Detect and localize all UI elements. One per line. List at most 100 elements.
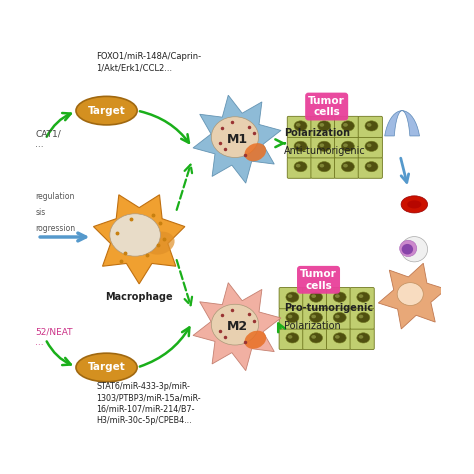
Ellipse shape <box>359 335 364 339</box>
Text: rogression: rogression <box>35 224 75 233</box>
FancyBboxPatch shape <box>350 288 374 309</box>
Ellipse shape <box>359 294 364 298</box>
Ellipse shape <box>145 232 174 255</box>
Ellipse shape <box>286 333 299 343</box>
Text: regulation: regulation <box>35 192 74 201</box>
FancyBboxPatch shape <box>335 116 359 137</box>
Text: sis: sis <box>35 208 46 217</box>
Polygon shape <box>378 263 446 329</box>
Text: Target: Target <box>88 363 126 373</box>
Ellipse shape <box>318 162 331 172</box>
FancyBboxPatch shape <box>327 288 351 309</box>
Text: 52/NEAT
...: 52/NEAT ... <box>35 327 73 346</box>
Text: Polarization: Polarization <box>284 321 341 331</box>
Ellipse shape <box>367 164 372 167</box>
FancyBboxPatch shape <box>358 137 383 158</box>
FancyBboxPatch shape <box>287 116 311 137</box>
FancyBboxPatch shape <box>350 328 374 349</box>
Ellipse shape <box>367 123 372 127</box>
Text: M1: M1 <box>227 133 247 146</box>
Text: Polarization: Polarization <box>284 128 350 138</box>
Ellipse shape <box>367 144 372 147</box>
Ellipse shape <box>296 144 301 147</box>
Ellipse shape <box>319 123 324 127</box>
Ellipse shape <box>400 240 417 256</box>
Ellipse shape <box>343 123 348 127</box>
Text: Tumor
cells: Tumor cells <box>308 96 345 118</box>
Ellipse shape <box>294 141 307 151</box>
FancyBboxPatch shape <box>279 328 303 349</box>
Ellipse shape <box>294 121 307 131</box>
Polygon shape <box>193 95 281 183</box>
Text: Target: Target <box>88 106 126 116</box>
Ellipse shape <box>401 196 428 213</box>
Ellipse shape <box>76 96 137 125</box>
Ellipse shape <box>110 214 160 256</box>
Ellipse shape <box>288 294 292 298</box>
Ellipse shape <box>245 331 266 349</box>
Ellipse shape <box>288 315 292 319</box>
FancyBboxPatch shape <box>303 308 327 329</box>
Ellipse shape <box>359 315 364 319</box>
Ellipse shape <box>76 353 137 382</box>
Ellipse shape <box>333 312 346 323</box>
Text: CAT1/
...: CAT1/ ... <box>35 129 61 149</box>
Ellipse shape <box>335 315 340 319</box>
Ellipse shape <box>311 335 316 339</box>
FancyBboxPatch shape <box>287 137 311 158</box>
Ellipse shape <box>286 312 299 323</box>
Ellipse shape <box>365 162 378 172</box>
FancyBboxPatch shape <box>279 288 303 309</box>
FancyBboxPatch shape <box>303 328 327 349</box>
Ellipse shape <box>357 333 370 343</box>
Polygon shape <box>193 283 281 371</box>
Ellipse shape <box>335 335 340 339</box>
FancyBboxPatch shape <box>303 288 327 309</box>
FancyBboxPatch shape <box>287 157 311 178</box>
FancyBboxPatch shape <box>335 137 359 158</box>
Ellipse shape <box>401 237 428 262</box>
Ellipse shape <box>310 333 322 343</box>
Ellipse shape <box>357 292 370 302</box>
Ellipse shape <box>311 294 316 298</box>
Ellipse shape <box>211 304 259 345</box>
Text: Tumor
cells: Tumor cells <box>300 269 337 291</box>
FancyBboxPatch shape <box>311 157 335 178</box>
Text: STAT6/miR-433-3p/miR-
1303/PTBP3/miR-15a/miR-
16/miR-107/miR-214/B7-
H3/miR-30c-: STAT6/miR-433-3p/miR- 1303/PTBP3/miR-15a… <box>96 382 201 425</box>
Ellipse shape <box>319 164 324 167</box>
Text: Anti-tumorigenic: Anti-tumorigenic <box>284 146 365 156</box>
FancyBboxPatch shape <box>327 308 351 329</box>
Ellipse shape <box>296 123 301 127</box>
FancyBboxPatch shape <box>311 116 335 137</box>
Ellipse shape <box>365 121 378 131</box>
FancyBboxPatch shape <box>358 116 383 137</box>
Ellipse shape <box>296 164 301 167</box>
Ellipse shape <box>341 141 355 151</box>
Ellipse shape <box>365 141 378 151</box>
Ellipse shape <box>319 144 324 147</box>
Text: Pro-tumorigenic: Pro-tumorigenic <box>284 303 373 313</box>
Ellipse shape <box>311 315 316 319</box>
Ellipse shape <box>341 121 355 131</box>
Ellipse shape <box>294 162 307 172</box>
Ellipse shape <box>286 292 299 302</box>
FancyBboxPatch shape <box>335 157 359 178</box>
FancyBboxPatch shape <box>350 308 374 329</box>
Ellipse shape <box>211 117 259 157</box>
Ellipse shape <box>407 201 421 209</box>
FancyBboxPatch shape <box>279 308 303 329</box>
Ellipse shape <box>318 141 331 151</box>
Ellipse shape <box>318 121 331 131</box>
Ellipse shape <box>341 162 355 172</box>
Ellipse shape <box>333 333 346 343</box>
FancyBboxPatch shape <box>327 328 351 349</box>
Polygon shape <box>384 111 419 136</box>
FancyBboxPatch shape <box>311 137 335 158</box>
Ellipse shape <box>357 312 370 323</box>
Ellipse shape <box>343 144 348 147</box>
Ellipse shape <box>310 292 322 302</box>
Text: Macrophage: Macrophage <box>105 292 173 302</box>
Ellipse shape <box>397 283 423 305</box>
Ellipse shape <box>245 143 266 161</box>
Ellipse shape <box>310 312 322 323</box>
